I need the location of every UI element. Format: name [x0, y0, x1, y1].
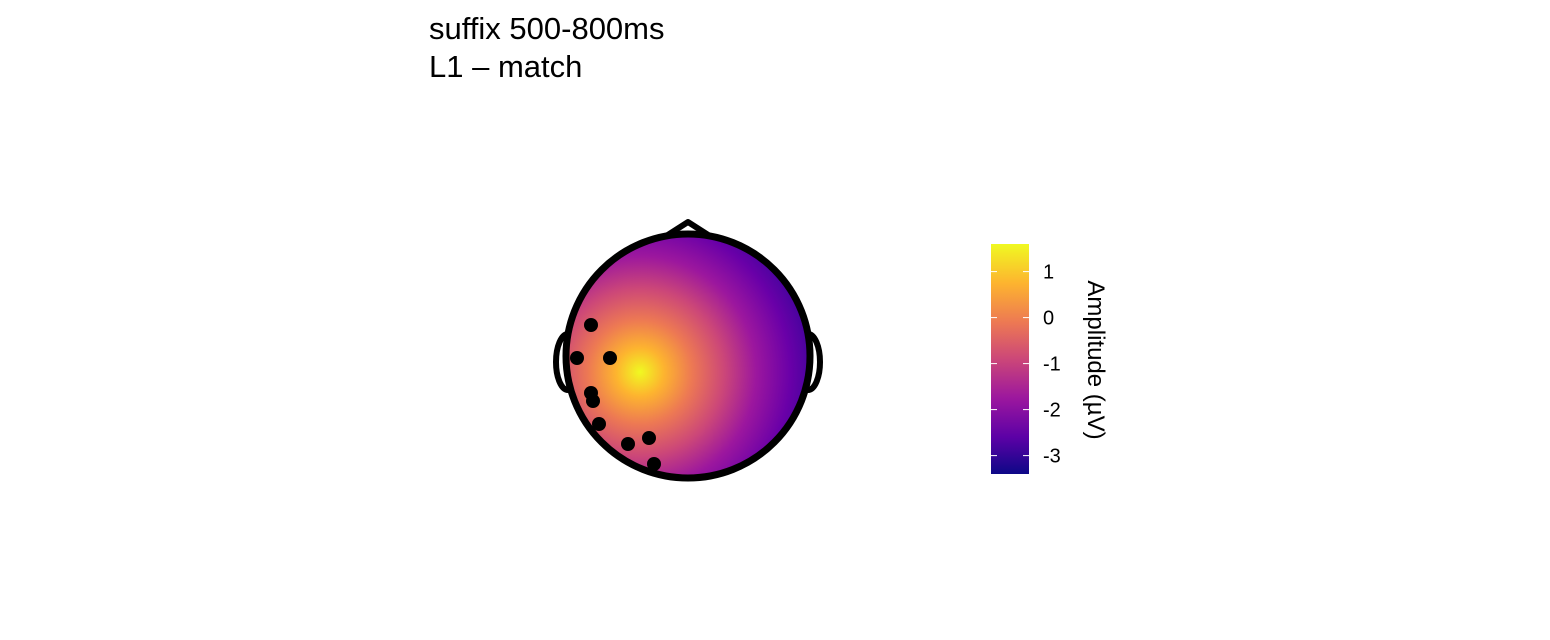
electrode — [647, 457, 661, 471]
colorbar-tick-label: 1 — [1043, 262, 1054, 284]
electrode — [603, 351, 617, 365]
electrodes — [570, 318, 661, 471]
amplitude-field — [566, 234, 810, 478]
chart-title: suffix 500-800ms L1 – match — [429, 10, 665, 86]
electrode — [592, 417, 606, 431]
colorbar-tick-label: -2 — [1043, 400, 1061, 422]
chart-title-line-1: suffix 500-800ms — [429, 11, 665, 46]
colorbar-tick-label: 0 — [1043, 308, 1054, 330]
electrode — [621, 437, 635, 451]
head-outline — [562, 230, 814, 482]
electrode — [586, 394, 600, 408]
colorbar-title: Amplitude (µV) — [1082, 280, 1109, 439]
colorbar-tick-label: -3 — [1043, 446, 1061, 468]
chart-title-line-2: L1 – match — [429, 49, 583, 84]
colorbar: 1 0 -1 -2 -3 Amplitude (µV) — [991, 244, 1109, 474]
colorbar-bar — [991, 244, 1029, 474]
electrode — [570, 351, 584, 365]
electrode — [642, 431, 656, 445]
colorbar-ticks: 1 0 -1 -2 -3 — [991, 262, 1061, 468]
electrode — [584, 318, 598, 332]
colorbar-tick-label: -1 — [1043, 354, 1061, 376]
